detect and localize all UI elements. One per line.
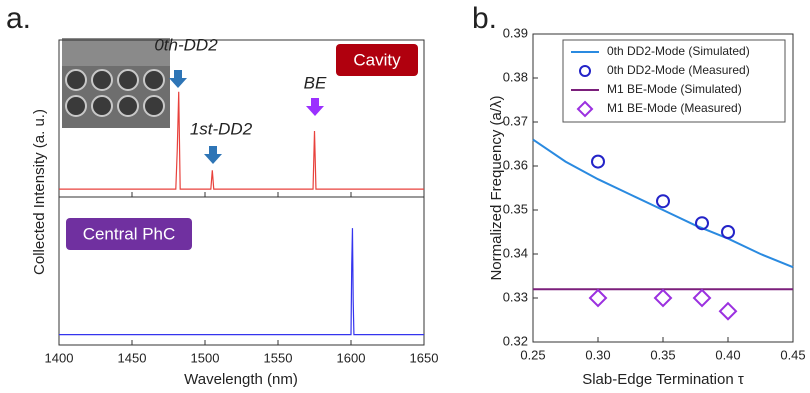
y-tick-label: 0.36 bbox=[503, 157, 528, 172]
y-tick-label: 0.34 bbox=[503, 245, 528, 260]
arrow bbox=[169, 70, 187, 88]
tag-label: Cavity bbox=[353, 50, 401, 69]
data-point bbox=[655, 290, 671, 306]
legend-label: 0th DD2-Mode (Measured) bbox=[607, 63, 750, 77]
data-point bbox=[592, 156, 604, 168]
y-tick-label: 0.33 bbox=[503, 289, 528, 304]
arrow bbox=[306, 98, 324, 116]
x-tick-label: 1400 bbox=[45, 350, 74, 365]
data-point bbox=[720, 303, 736, 319]
x-tick-label: 0.30 bbox=[585, 347, 610, 362]
panel-label: a. bbox=[6, 2, 31, 35]
x-tick-label: 1500 bbox=[191, 350, 220, 365]
legend-label: M1 BE-Mode (Simulated) bbox=[607, 82, 742, 96]
legend-label: 0th DD2-Mode (Simulated) bbox=[607, 44, 750, 58]
x-tick-label: 1550 bbox=[264, 350, 293, 365]
series-line bbox=[533, 140, 793, 268]
y-tick-label: 0.37 bbox=[503, 113, 528, 128]
arrow bbox=[204, 146, 222, 164]
y-axis-title: Collected Intensity (a. u.) bbox=[31, 109, 48, 275]
x-tick-label: 0.45 bbox=[780, 347, 805, 362]
data-point bbox=[657, 195, 669, 207]
x-axis-title: Wavelength (nm) bbox=[184, 371, 298, 388]
y-tick-label: 0.38 bbox=[503, 69, 528, 84]
y-tick-label: 0.35 bbox=[503, 201, 528, 216]
x-tick-label: 0.40 bbox=[715, 347, 740, 362]
y-tick-label: 0.32 bbox=[503, 333, 528, 348]
y-axis-title: Normalized Frequency (a/λ) bbox=[488, 95, 505, 280]
y-tick-label: 0.39 bbox=[503, 25, 528, 40]
data-point bbox=[722, 226, 734, 238]
legend-label: M1 BE-Mode (Measured) bbox=[607, 101, 742, 115]
data-point bbox=[590, 290, 606, 306]
x-tick-label: 1450 bbox=[118, 350, 147, 365]
tag-label: Central PhC bbox=[83, 224, 176, 243]
peak-annotation: 1st-DD2 bbox=[190, 119, 253, 138]
figure: 1400 1450 1500 1550 1600 1650 Wavelength (nm) C… bbox=[0, 0, 810, 393]
data-point bbox=[694, 290, 710, 306]
panel-label: b. bbox=[472, 2, 497, 35]
x-tick-label: 1650 bbox=[410, 350, 439, 365]
peak-annotation: 0th-DD2 bbox=[154, 35, 218, 54]
peak-annotation: BE bbox=[304, 73, 327, 92]
x-tick-label: 1600 bbox=[337, 350, 366, 365]
x-tick-label: 0.25 bbox=[520, 347, 545, 362]
x-axis-title: Slab-Edge Termination τ bbox=[582, 371, 744, 388]
x-tick-label: 0.35 bbox=[650, 347, 675, 362]
